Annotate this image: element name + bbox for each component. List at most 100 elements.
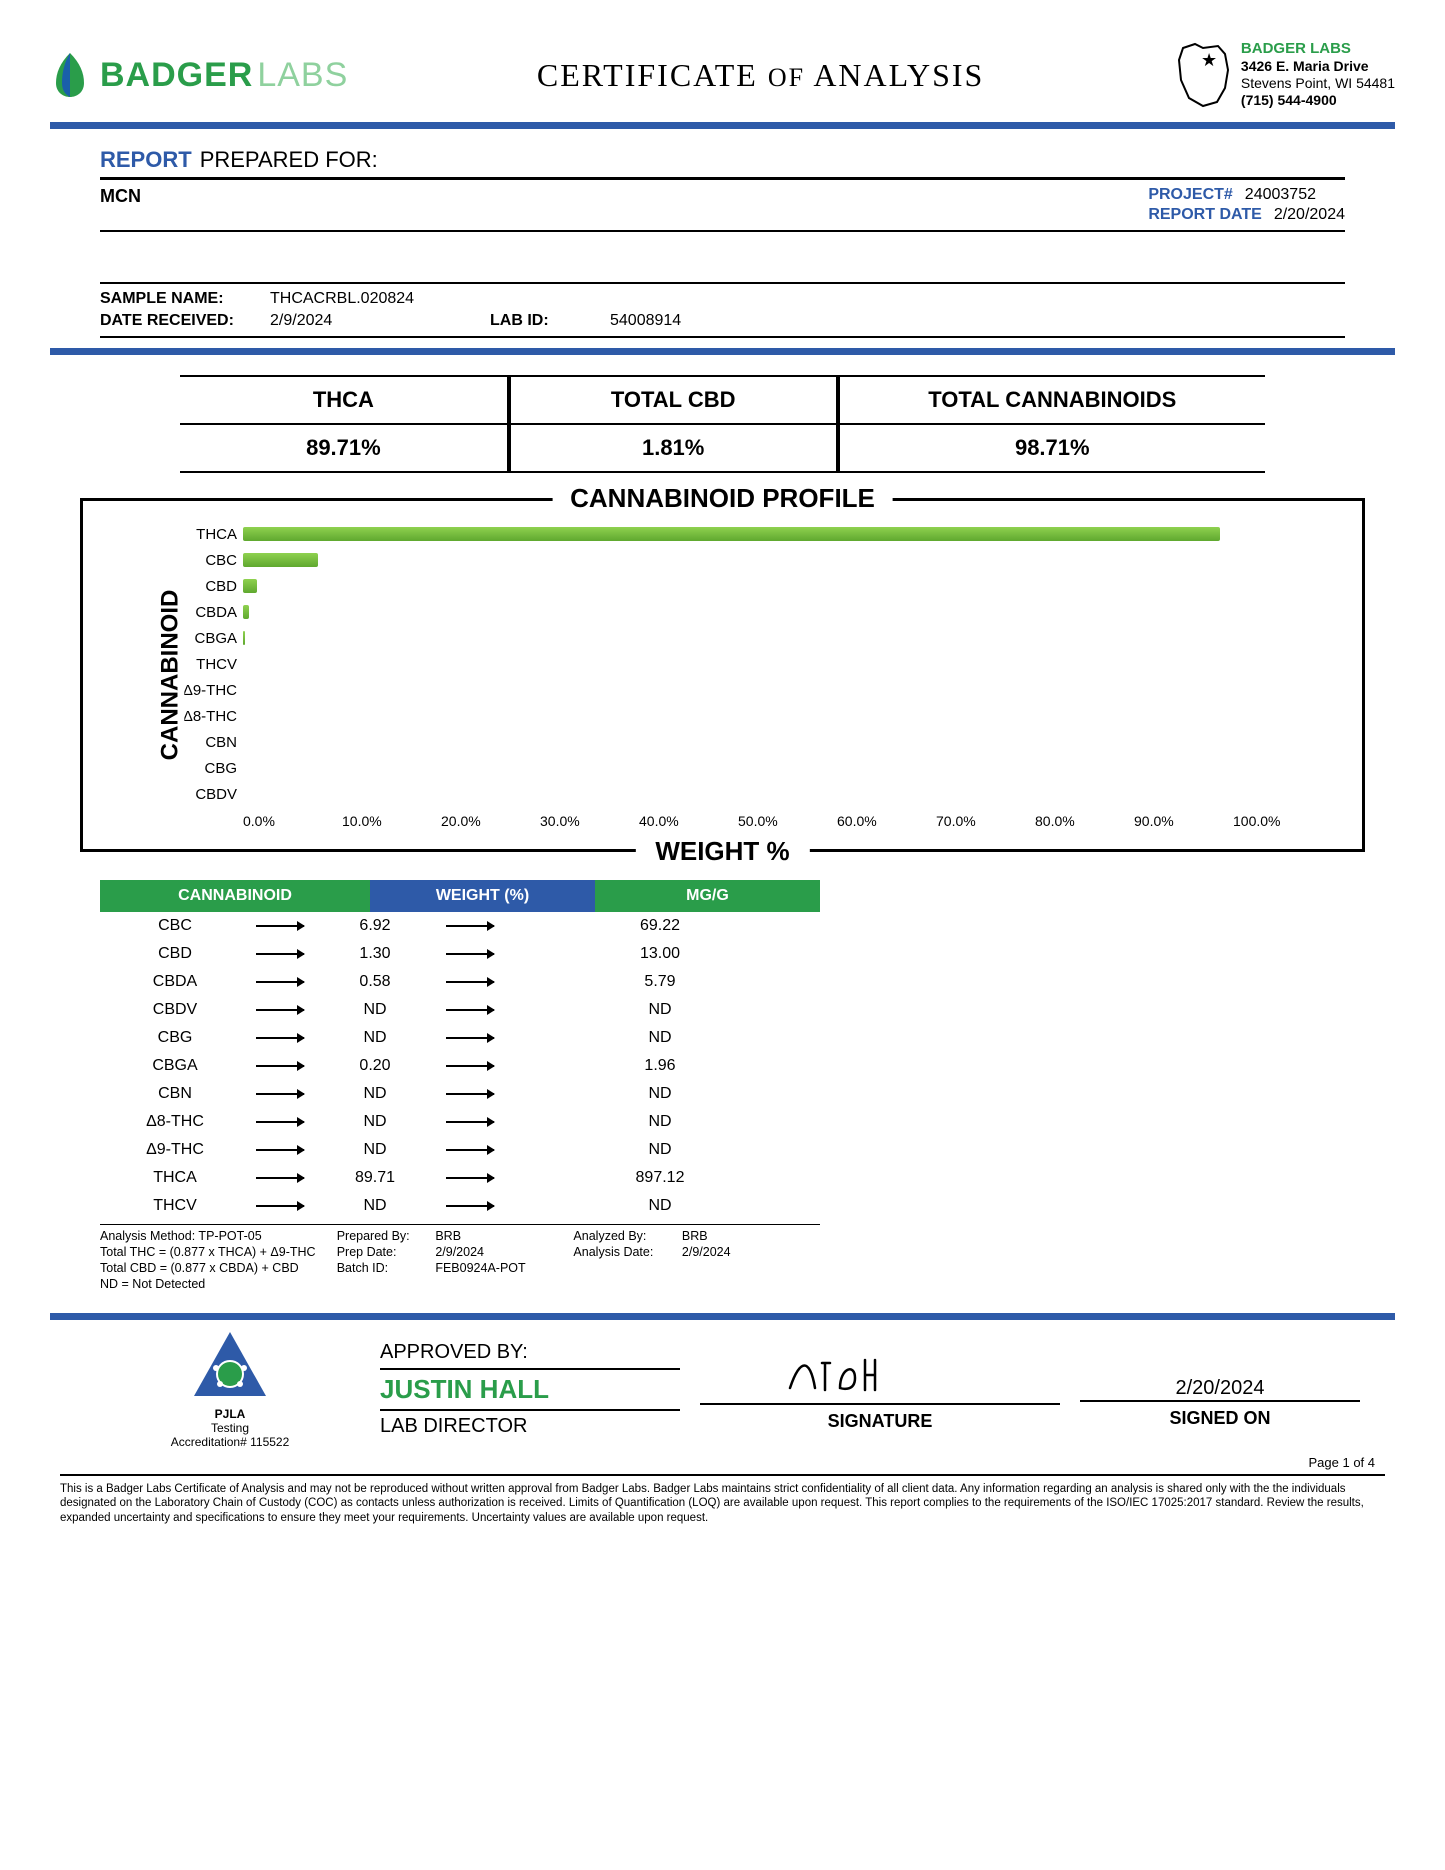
row-mgg: 897.12 (500, 1169, 820, 1187)
table-row: CBNNDND (100, 1080, 820, 1108)
row-weight: 0.20 (310, 1057, 440, 1075)
foot-analby: BRB (682, 1229, 820, 1243)
arrow-icon (256, 1149, 304, 1151)
foot-l2: Total THC = (0.877 x THCA) + Δ9-THC (100, 1245, 337, 1259)
bar-track (243, 603, 1332, 621)
bar-track (243, 577, 1332, 595)
signed-date: 2/20/2024 (1080, 1350, 1360, 1400)
row-name: CBGA (100, 1057, 250, 1075)
address-block: ★ BADGER LABS 3426 E. Maria Drive Steven… (1173, 40, 1395, 110)
x-tick: 100.0% (1233, 813, 1332, 829)
row-weight: ND (310, 1001, 440, 1019)
rule-top (50, 122, 1395, 129)
x-tick: 70.0% (936, 813, 1035, 829)
date-recv-lbl: DATE RECEIVED: (100, 312, 270, 330)
pjla-sub: Testing (100, 1421, 360, 1435)
row-name: CBN (100, 1085, 250, 1103)
bar-fill (243, 553, 318, 567)
bar-track (243, 681, 1332, 699)
pjla-acc: Accreditation# 115522 (100, 1435, 360, 1449)
bar-track (243, 551, 1332, 569)
row-name: THCV (100, 1197, 250, 1215)
arrow-icon (256, 953, 304, 955)
table-row: CBGA0.201.96 (100, 1052, 820, 1080)
row-weight: ND (310, 1141, 440, 1159)
arrow-icon (256, 1177, 304, 1179)
signed-col: 2/20/2024 SIGNED ON (1080, 1350, 1360, 1429)
pjla-icon (190, 1330, 270, 1400)
arrow-icon (446, 1065, 494, 1067)
foot-l4: ND = Not Detected (100, 1277, 337, 1291)
addr-name: BADGER LABS (1241, 40, 1395, 58)
addr-phone: (715) 544-4900 (1241, 92, 1395, 109)
foot-prepdate-lbl: Prep Date: (337, 1245, 436, 1259)
bar-label: THCA (173, 526, 243, 543)
x-tick: 90.0% (1134, 813, 1233, 829)
row-mgg: ND (500, 1029, 820, 1047)
addr-line1: 3426 E. Maria Drive (1241, 58, 1395, 75)
row-name: Δ8-THC (100, 1113, 250, 1131)
signed-lbl: SIGNED ON (1080, 1400, 1360, 1429)
row-mgg: ND (500, 1113, 820, 1131)
row-name: CBD (100, 945, 250, 963)
chart-xlabel: WEIGHT % (635, 836, 809, 867)
bar-row: CBC (173, 547, 1332, 573)
bar-row: CBG (173, 755, 1332, 781)
lab-id-lbl: LAB ID: (490, 312, 610, 330)
row-weight: 1.30 (310, 945, 440, 963)
arrow-icon (446, 953, 494, 955)
rule-mid1 (50, 348, 1395, 355)
project-lbl: PROJECT# (1148, 186, 1232, 204)
arrow-icon (446, 1177, 494, 1179)
x-tick: 50.0% (738, 813, 837, 829)
row-name: CBG (100, 1029, 250, 1047)
x-tick: 10.0% (342, 813, 441, 829)
report-heading2: PREPARED FOR: (200, 147, 378, 173)
row-weight: ND (310, 1029, 440, 1047)
bar-row: CBGA (173, 625, 1332, 651)
bar-row: CBDA (173, 599, 1332, 625)
foot-prepdate: 2/9/2024 (435, 1245, 573, 1259)
table-row: CBG ND ND (100, 1024, 820, 1052)
row-weight: ND (310, 1085, 440, 1103)
x-tick: 80.0% (1035, 813, 1134, 829)
x-tick: 0.0% (243, 813, 342, 829)
foot-l1: Analysis Method: TP-POT-05 (100, 1229, 337, 1243)
bar-fill (243, 631, 245, 645)
table-row: Δ9-THCNDND (100, 1136, 820, 1164)
report-date: 2/20/2024 (1274, 206, 1345, 224)
row-weight: 6.92 (310, 917, 440, 935)
dt-h2: WEIGHT (%) (370, 880, 595, 912)
chart-ylabel: CANNABINOID (156, 570, 184, 781)
arrow-icon (446, 1093, 494, 1095)
sum-h2: TOTAL CBD (509, 377, 838, 423)
sum-v2: 1.81% (509, 425, 838, 471)
bar-track (243, 759, 1332, 777)
bar-row: CBD (173, 573, 1332, 599)
x-tick: 20.0% (441, 813, 540, 829)
bar-track (243, 733, 1332, 751)
table-row: CBDA0.585.79 (100, 968, 820, 996)
date-recv: 2/9/2024 (270, 312, 490, 330)
bar-track (243, 655, 1332, 673)
row-weight: ND (310, 1113, 440, 1131)
row-mgg: 13.00 (500, 945, 820, 963)
bar-track (243, 525, 1332, 543)
row-weight: ND (310, 1197, 440, 1215)
bar-fill (243, 579, 257, 593)
table-row: THCVNDND (100, 1192, 820, 1220)
row-name: CBDA (100, 973, 250, 991)
row-mgg: ND (500, 1001, 820, 1019)
foot-batch-lbl: Batch ID: (337, 1261, 436, 1275)
x-tick: 30.0% (540, 813, 639, 829)
rule-mid2 (50, 1313, 1395, 1320)
header: BADGER LABS CERTIFICATE OF ANALYSIS ★ BA… (50, 40, 1395, 110)
bar-label: CBC (173, 552, 243, 569)
arrow-icon (446, 1037, 494, 1039)
approver: JUSTIN HALL (380, 1368, 680, 1411)
footer-signature: PJLA Testing Accreditation# 115522 APPRO… (50, 1330, 1395, 1449)
arrow-icon (256, 1093, 304, 1095)
row-name: THCA (100, 1169, 250, 1187)
row-weight: 89.71 (310, 1169, 440, 1187)
wisconsin-icon: ★ (1173, 40, 1233, 110)
